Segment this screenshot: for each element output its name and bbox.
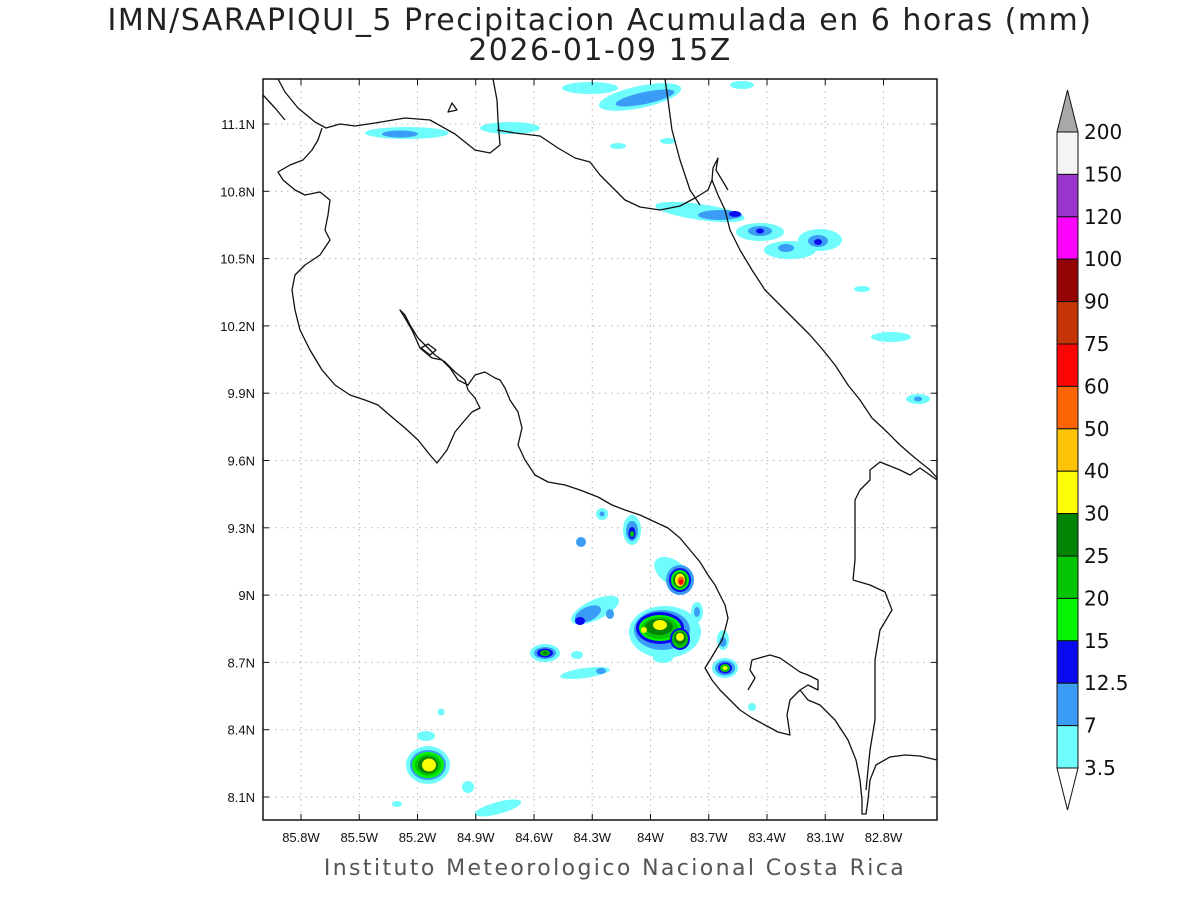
colorbar-swatch bbox=[1056, 640, 1079, 684]
colorbar-label: 90 bbox=[1084, 290, 1109, 314]
x-tick-label: 85.2W bbox=[399, 830, 437, 845]
map-grid bbox=[263, 79, 937, 820]
precip-cell bbox=[530, 644, 610, 680]
colorbar-swatch bbox=[1056, 173, 1079, 218]
map-valid-time: 2026-01-09 15Z bbox=[468, 33, 732, 68]
precip-cell bbox=[712, 630, 756, 711]
colorbar: 3.5 7 12.5 15 20 25 30 40 50 60 75 90 100 120 150 200 bbox=[1056, 89, 1129, 811]
colorbar-label: 60 bbox=[1084, 374, 1109, 398]
colorbar-swatch bbox=[1056, 428, 1079, 472]
x-tick-label: 84W bbox=[637, 830, 664, 845]
map-frame bbox=[262, 78, 938, 821]
precipitation-field bbox=[365, 81, 930, 817]
precip-cell bbox=[571, 595, 619, 625]
colorbar-swatch bbox=[1056, 216, 1079, 260]
colorbar-label: 200 bbox=[1084, 120, 1122, 144]
x-tick-label: 84.6W bbox=[515, 830, 553, 845]
colorbar-label: 12.5 bbox=[1084, 671, 1129, 695]
x-tick-label: 83.4W bbox=[748, 830, 786, 845]
colorbar-label: 20 bbox=[1084, 586, 1109, 610]
colorbar-over-triangle bbox=[1056, 89, 1079, 133]
colorbar-label: 40 bbox=[1084, 459, 1109, 483]
colorbar-swatch bbox=[1056, 682, 1079, 727]
colorbar-label: 100 bbox=[1084, 247, 1122, 271]
colorbar-under-triangle bbox=[1056, 767, 1079, 811]
colorbar-swatch bbox=[1056, 597, 1079, 642]
colorbar-swatch bbox=[1056, 131, 1079, 175]
colorbar-label: 50 bbox=[1084, 417, 1109, 441]
y-tick-label: 9.9N bbox=[228, 386, 255, 401]
colorbar-swatch bbox=[1056, 555, 1079, 599]
colorbar-label: 150 bbox=[1084, 162, 1122, 186]
precip-cell bbox=[392, 708, 522, 817]
x-tick-label: 84.9W bbox=[457, 830, 495, 845]
colorbar-label: 30 bbox=[1084, 502, 1109, 526]
x-axis: 85.8W 85.5W 85.2W 84.9W 84.6W 84.3W 84W 83.7W 83… bbox=[282, 79, 903, 845]
colorbar-swatch bbox=[1056, 343, 1079, 387]
precip-cell bbox=[365, 81, 754, 149]
footer-credit: Instituto Meteorologico Nacional Costa R… bbox=[323, 856, 907, 881]
x-tick-label: 83.7W bbox=[690, 830, 728, 845]
colorbar-swatch bbox=[1056, 470, 1079, 515]
colorbar-swatch bbox=[1056, 385, 1079, 430]
colorbar-label: 25 bbox=[1084, 544, 1109, 568]
colorbar-label: 15 bbox=[1084, 629, 1109, 653]
precip-cell bbox=[655, 201, 930, 404]
x-tick-label: 85.8W bbox=[282, 830, 320, 845]
y-tick-label: 11.1N bbox=[221, 117, 255, 132]
colorbar-label: 3.5 bbox=[1084, 756, 1116, 780]
x-tick-label: 82.8W bbox=[865, 830, 903, 845]
y-tick-label: 10.5N bbox=[220, 252, 255, 267]
y-axis: 11.1N 10.8N 10.5N 10.2N 9.9N 9.6N 9.3N 9N 8.7N 8.… bbox=[220, 117, 937, 805]
colorbar-swatch bbox=[1056, 513, 1079, 557]
y-tick-label: 9N bbox=[238, 588, 255, 603]
y-tick-label: 8.1N bbox=[228, 790, 255, 805]
colorbar-swatch bbox=[1056, 725, 1079, 769]
y-tick-label: 9.3N bbox=[228, 521, 255, 536]
precip-cell bbox=[629, 602, 703, 663]
precip-cell bbox=[576, 508, 641, 547]
y-tick-label: 8.4N bbox=[228, 723, 255, 738]
coastline bbox=[263, 79, 937, 815]
colorbar-label: 120 bbox=[1084, 205, 1122, 229]
precip-cell bbox=[654, 556, 694, 595]
colorbar-label: 75 bbox=[1084, 332, 1109, 356]
colorbar-label: 7 bbox=[1084, 714, 1097, 738]
x-tick-label: 85.5W bbox=[340, 830, 378, 845]
x-tick-label: 84.3W bbox=[573, 830, 611, 845]
y-tick-label: 8.7N bbox=[228, 655, 255, 670]
colorbar-swatch bbox=[1056, 301, 1079, 345]
colorbar-swatch bbox=[1056, 258, 1079, 303]
y-tick-label: 10.2N bbox=[220, 319, 255, 334]
y-tick-label: 9.6N bbox=[228, 454, 255, 469]
map-title: IMN/SARAPIQUI_5 Precipitacion Acumulada … bbox=[107, 3, 1093, 38]
y-tick-label: 10.8N bbox=[220, 184, 255, 199]
x-tick-label: 83.1W bbox=[806, 830, 844, 845]
